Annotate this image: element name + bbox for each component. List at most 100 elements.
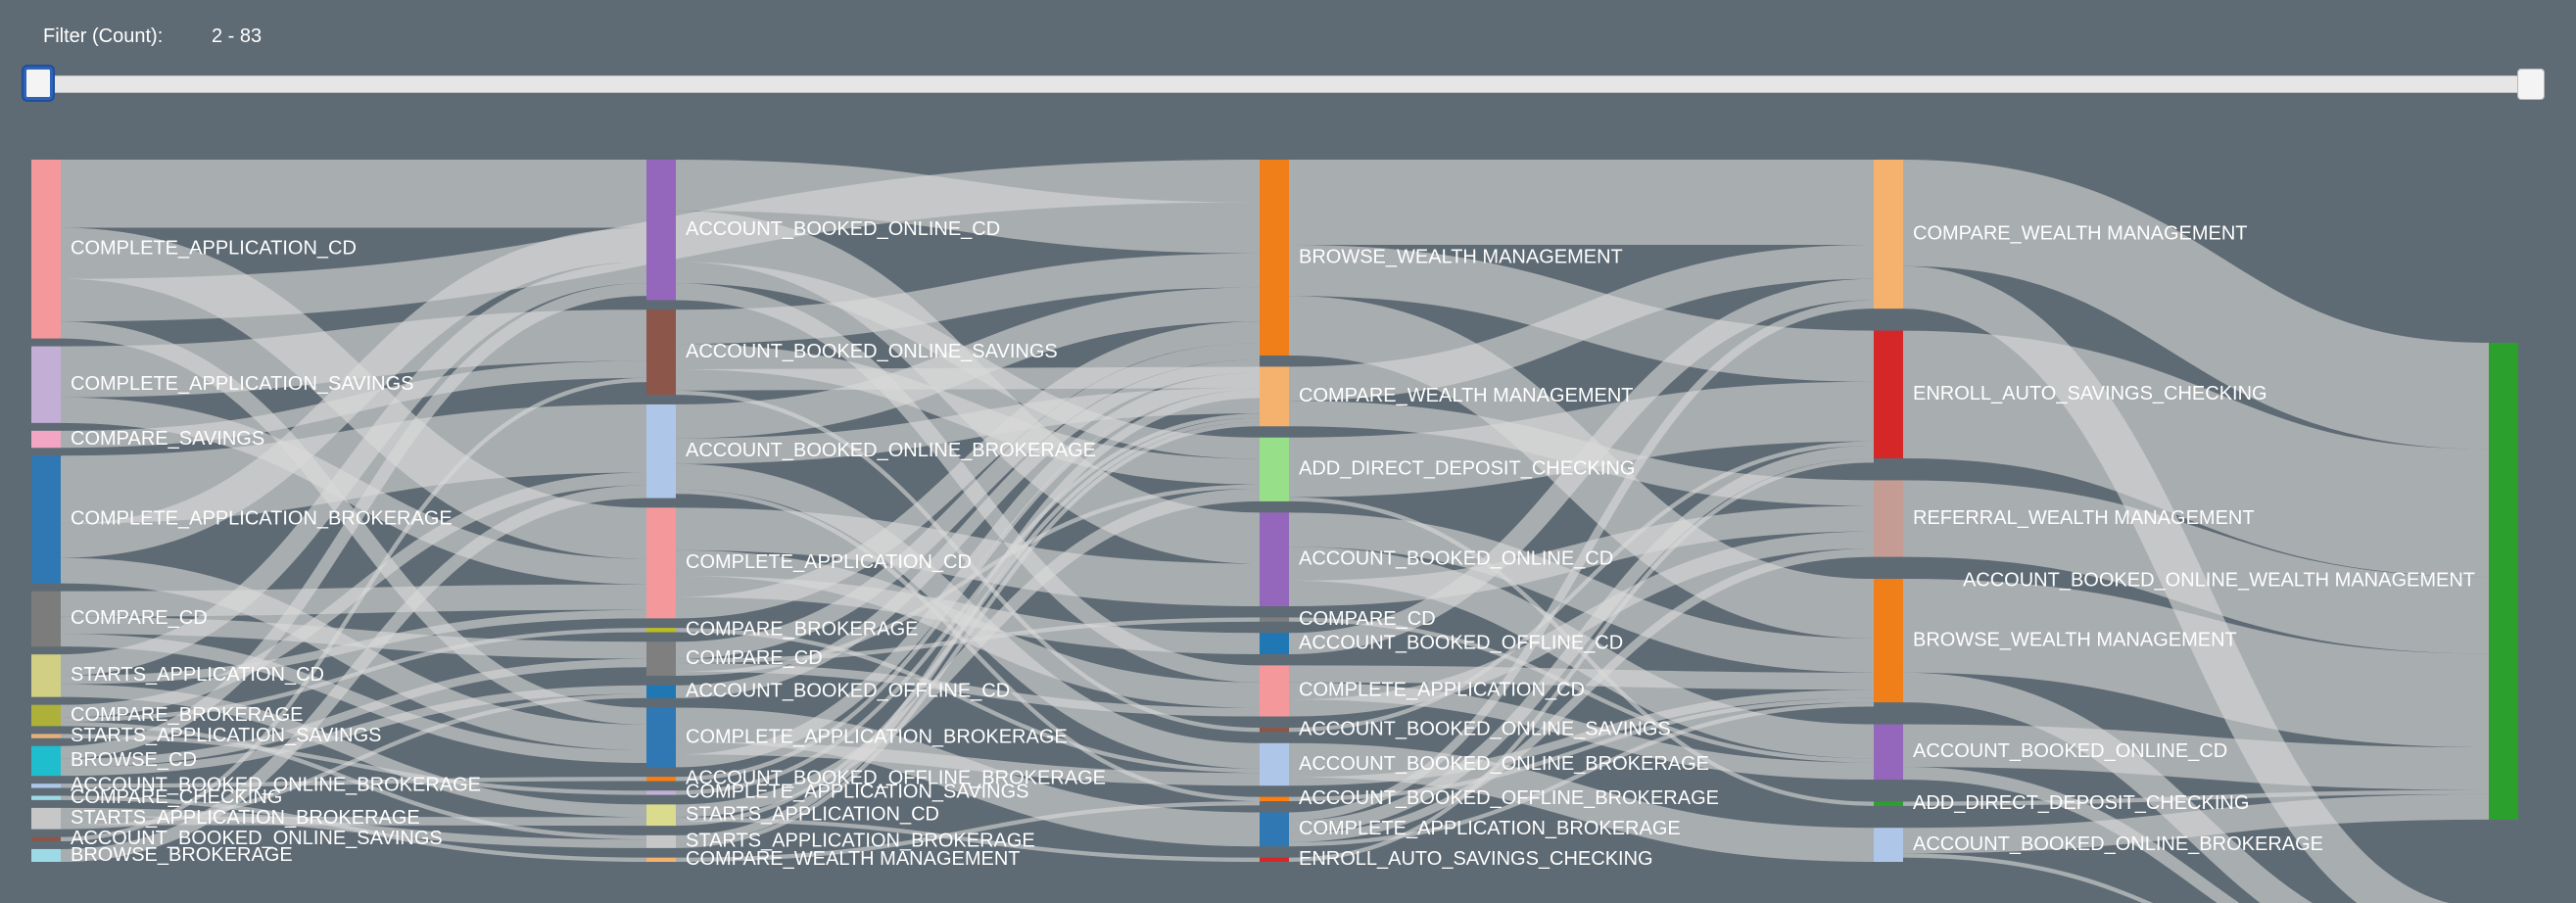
sankey-node[interactable]: [31, 654, 61, 697]
sankey-link: [675, 801, 1261, 862]
sankey-node[interactable]: [1260, 665, 1289, 717]
sankey-node[interactable]: [31, 807, 61, 830]
sankey-node[interactable]: [646, 160, 676, 301]
sankey-node[interactable]: [1260, 437, 1289, 501]
sankey-link: [675, 549, 1261, 708]
sankey-node[interactable]: [1874, 160, 1903, 309]
sankey-link: [675, 707, 1261, 847]
sankey-node-label: ACCOUNT_BOOKED_ONLINE_BROKERAGE: [1299, 753, 1709, 775]
sankey-node-label: COMPLETE_APPLICATION_CD: [686, 551, 972, 573]
sankey-node[interactable]: [1260, 742, 1289, 786]
sankey-link: [60, 261, 647, 676]
sankey-node[interactable]: [1874, 480, 1903, 557]
sankey-node[interactable]: [31, 346, 61, 423]
sankey-node[interactable]: [31, 848, 61, 862]
sankey-link: [1288, 445, 1875, 834]
sankey-node-label: ACCOUNT_BOOKED_OFFLINE_BROKERAGE: [686, 768, 1106, 789]
sankey-node-label: COMPARE_WEALTH MANAGEMENT: [1299, 385, 1634, 406]
sankey-link: [1288, 547, 1875, 842]
sankey-link: [675, 359, 1261, 698]
sankey-link: [675, 413, 1261, 795]
sankey-link: [1288, 244, 1875, 402]
sankey-node[interactable]: [2489, 343, 2518, 820]
sankey-link: [1902, 480, 2490, 654]
sankey-link: [1288, 441, 1875, 733]
sankey-node-label: BROWSE_WEALTH MANAGEMENT: [1299, 246, 1623, 267]
sankey-link: [675, 421, 1261, 848]
sankey-link: [1288, 512, 1875, 673]
sankey-link: [1902, 724, 2490, 790]
sankey-node[interactable]: [646, 857, 676, 862]
sankey-node[interactable]: [1260, 617, 1289, 622]
sankey-node-label: COMPLETE_APPLICATION_CD: [71, 238, 357, 260]
sankey-node-label: COMPARE_CD: [71, 607, 208, 629]
sankey-node[interactable]: [646, 707, 676, 768]
sankey-node[interactable]: [646, 642, 676, 676]
sankey-node[interactable]: [1260, 366, 1289, 427]
sankey-node[interactable]: [1260, 633, 1289, 654]
sankey-node[interactable]: [31, 160, 61, 339]
sankey-link: [675, 389, 1261, 844]
sankey-node[interactable]: [31, 836, 61, 841]
sankey-link: [1902, 767, 2240, 903]
sankey-node-label: COMPARE_CD: [686, 647, 823, 669]
sankey-link: [1902, 265, 2450, 903]
sankey-node[interactable]: [31, 784, 61, 788]
sankey-node-label: ACCOUNT_BOOKED_ONLINE_SAVINGS: [1299, 718, 1671, 739]
filter-range-text: 2 - 83: [212, 25, 262, 47]
sankey-node-label: STARTS_APPLICATION_CD: [686, 804, 939, 826]
sankey-link: [60, 283, 647, 759]
sankey-node-label: BROWSE_WEALTH MANAGEMENT: [1913, 629, 2237, 650]
sankey-node[interactable]: [31, 734, 61, 738]
sankey-node[interactable]: [646, 628, 676, 633]
sankey-link: [675, 287, 1261, 439]
sankey-node[interactable]: [1874, 579, 1903, 703]
sankey-link: [1902, 160, 2490, 450]
sankey-node[interactable]: [646, 309, 676, 396]
sankey-node-label: ACCOUNT_BOOKED_ONLINE_CD: [1299, 547, 1613, 569]
sankey-link: [1288, 531, 1875, 717]
sankey-node-label: ACCOUNT_BOOKED_ONLINE_WEALTH MANAGEMENT: [1963, 570, 2475, 592]
sankey-node[interactable]: [31, 745, 61, 777]
sankey-link: [60, 777, 647, 788]
sankey-node-label: STARTS_APPLICATION_CD: [71, 664, 324, 686]
sankey-node[interactable]: [1260, 512, 1289, 607]
sankey-node[interactable]: [1260, 812, 1289, 847]
sankey-node-label: ACCOUNT_BOOKED_ONLINE_CD: [686, 218, 1000, 240]
sankey-node[interactable]: [1874, 828, 1903, 862]
filter-slider-min-handle[interactable]: [24, 67, 53, 100]
sankey-node-label: ENROLL_AUTO_SAVINGS_CHECKING: [1299, 848, 1653, 870]
sankey-node[interactable]: [1260, 857, 1289, 862]
sankey-node-label: STARTS_APPLICATION_SAVINGS: [71, 725, 382, 746]
sankey-node[interactable]: [31, 591, 61, 647]
sankey-node[interactable]: [1874, 330, 1903, 458]
sankey-node[interactable]: [1260, 796, 1289, 802]
sankey-link: [60, 658, 647, 768]
sankey-node[interactable]: [646, 804, 676, 827]
sankey-node[interactable]: [31, 430, 61, 449]
sankey-link: [1288, 300, 1875, 822]
sankey-node[interactable]: [646, 404, 676, 499]
sankey-link: [675, 321, 1261, 619]
sankey-node[interactable]: [1260, 160, 1289, 356]
sankey-node-label: COMPLETE_APPLICATION_SAVINGS: [686, 782, 1028, 803]
sankey-link: [60, 227, 647, 558]
sankey-node[interactable]: [1260, 727, 1289, 733]
sankey-node[interactable]: [1874, 724, 1903, 781]
sankey-link: [1902, 579, 2490, 748]
sankey-node-label: ACCOUNT_BOOKED_ONLINE_BROKERAGE: [1913, 833, 2323, 855]
sankey-node[interactable]: [1874, 801, 1903, 806]
sankey-node[interactable]: [646, 834, 676, 848]
sankey-link: [675, 741, 1261, 786]
filter-slider-max-handle[interactable]: [2517, 69, 2545, 100]
sankey-node-label: BROWSE_CD: [71, 749, 197, 771]
sankey-node[interactable]: [31, 704, 61, 727]
sankey-node[interactable]: [31, 455, 61, 584]
sankey-node[interactable]: [646, 790, 676, 795]
sankey-node[interactable]: [31, 795, 61, 800]
sankey-node[interactable]: [646, 777, 676, 782]
sankey-node[interactable]: [646, 685, 676, 698]
sankey-node-label: ACCOUNT_BOOKED_OFFLINE_CD: [686, 681, 1010, 702]
sankey-node[interactable]: [646, 507, 676, 619]
sankey-link: [1288, 457, 1875, 862]
